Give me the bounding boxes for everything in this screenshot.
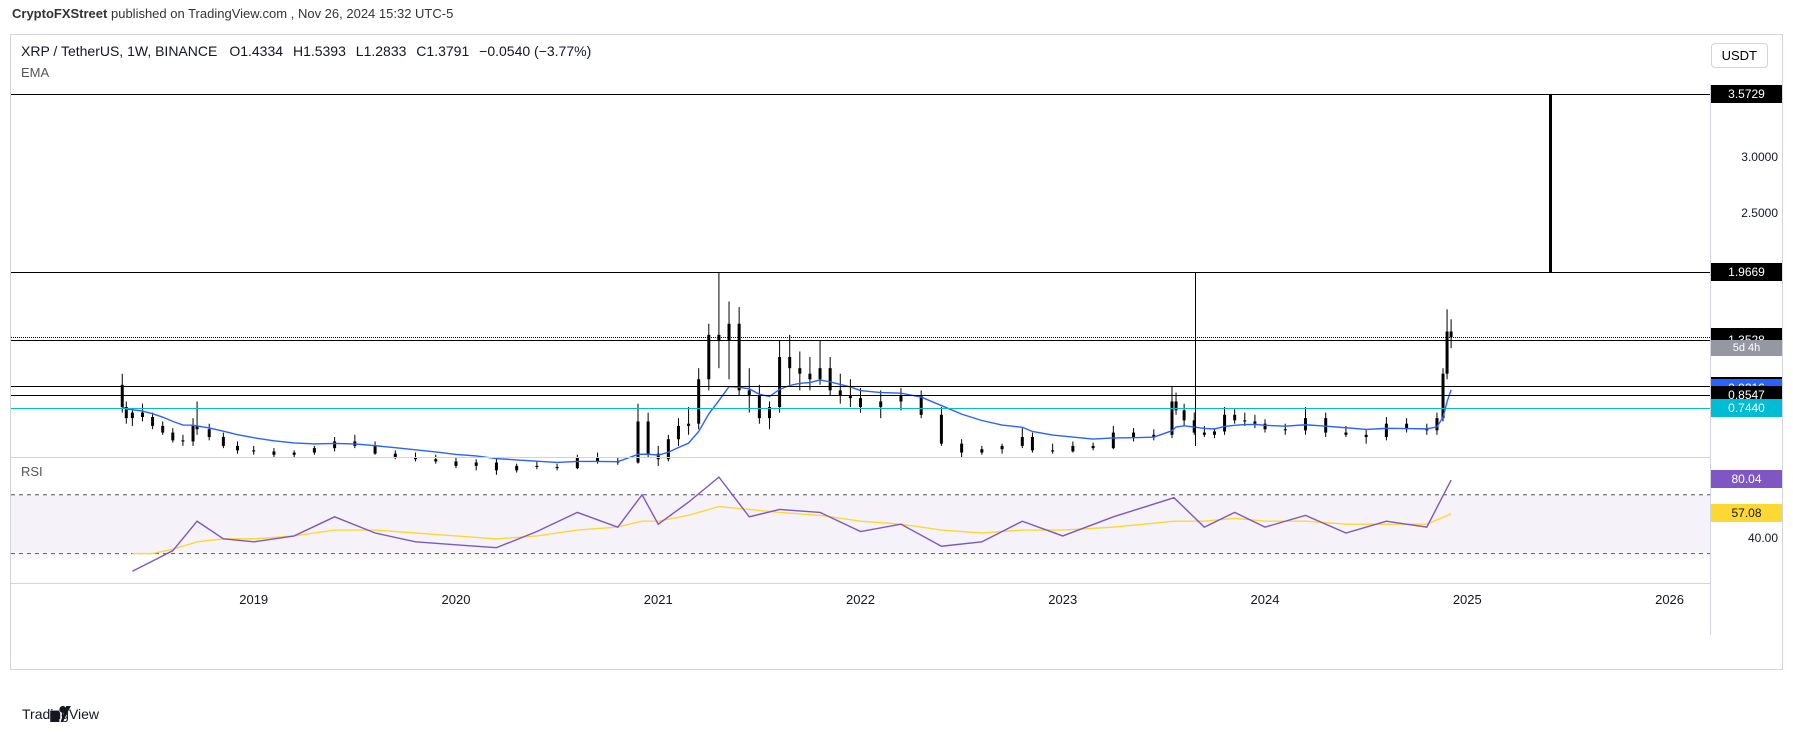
symbol-title: XRP / TetherUS, 1W, BINANCE [21, 43, 217, 59]
price-axis[interactable]: 3.00002.50003.57291.96691.37911.35280.93… [1710, 85, 1782, 635]
tradingview-logo[interactable]: TradingView [22, 706, 99, 722]
time-axis[interactable]: 20192020202120222023202420252026 [11, 583, 1710, 617]
rsi-pane[interactable]: RSI [11, 457, 1710, 583]
symbol-legend[interactable]: XRP / TetherUS, 1W, BINANCE O1.4334 H1.5… [21, 43, 591, 59]
published-on: TradingView.com [188, 6, 287, 21]
ema-indicator-label[interactable]: EMA [21, 65, 49, 80]
chart-frame: XRP / TetherUS, 1W, BINANCE O1.4334 H1.5… [10, 34, 1783, 670]
tv-logo-icon [22, 706, 99, 722]
price-chart-pane[interactable] [11, 85, 1710, 457]
publisher: CryptoFXStreet [12, 6, 107, 21]
ohlc-readout: O1.4334 H1.5393 L1.2833 C1.3791 −0.0540 … [223, 43, 591, 59]
rsi-svg [11, 458, 1710, 583]
publish-timestamp: Nov 26, 2024 15:32 UTC-5 [298, 6, 453, 21]
publish-header: CryptoFXStreet published on TradingView.… [0, 0, 1793, 30]
quote-currency-button[interactable]: USDT [1711, 43, 1768, 68]
